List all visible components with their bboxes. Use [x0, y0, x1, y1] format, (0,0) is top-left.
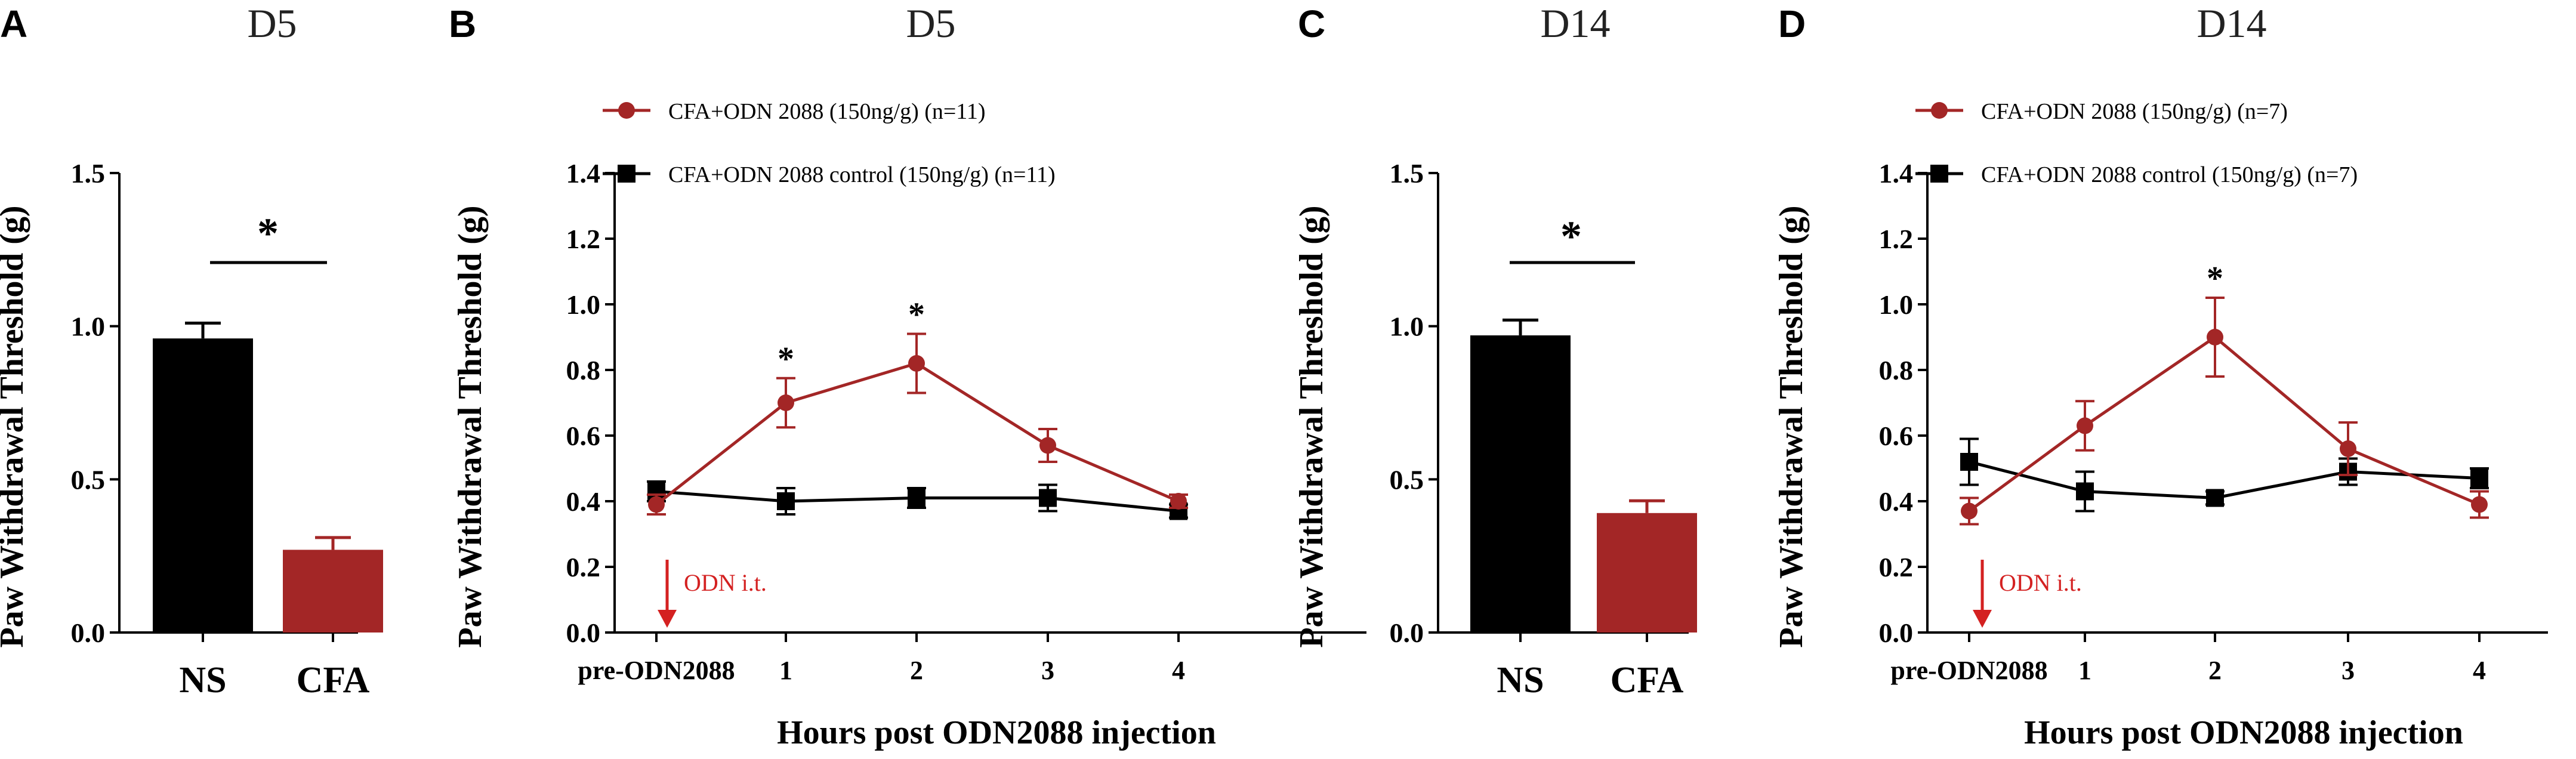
data-point-d-0-0	[1961, 502, 1977, 520]
panel-letter-d: D	[1778, 2, 1806, 45]
x-category-label-b-2: 2	[910, 656, 923, 685]
data-point-d-0-1	[2077, 417, 2093, 434]
x-axis-title-b: Hours post ODN2088 injection	[777, 714, 1216, 751]
data-point-b-0-3	[1039, 437, 1056, 454]
panel-letter-b: B	[449, 2, 476, 45]
data-point-d-0-3	[2340, 440, 2356, 457]
data-point-b-1-3	[1039, 489, 1057, 507]
y-tick-label-b-0: 0.0	[566, 618, 601, 648]
x-category-label-c-0: NS	[1497, 660, 1544, 701]
data-point-b-0-2	[908, 355, 925, 372]
data-point-d-0-4	[2471, 496, 2488, 513]
legend-marker-d-1	[1930, 165, 1948, 183]
y-tick-label-b-6: 1.2	[566, 224, 601, 254]
y-tick-label-d-1: 0.2	[1879, 552, 1914, 582]
y-tick-label-c-3: 1.5	[1390, 158, 1424, 189]
data-point-b-0-4	[1170, 493, 1187, 510]
significance-star-b-1: *	[908, 297, 925, 334]
x-category-label-a-0: NS	[179, 660, 226, 701]
series-line-d-0	[1968, 335, 2480, 513]
y-axis-title-a: Paw Withdrawal Threshold (g)	[0, 205, 30, 647]
panel-letter-c: C	[1298, 2, 1325, 45]
x-axis-title-d: Hours post ODN2088 injection	[2024, 714, 2463, 751]
y-tick-label-d-7: 1.4	[1879, 158, 1914, 189]
injection-annotation-d: ODN i.t.	[1999, 569, 2082, 596]
y-tick-label-d-4: 0.8	[1879, 355, 1914, 385]
injection-arrow-head-d	[1973, 610, 1992, 628]
x-category-label-b-1: 1	[779, 656, 792, 685]
y-axis-title-b: Paw Withdrawal Threshold (g)	[452, 205, 489, 647]
y-tick-label-b-7: 1.4	[566, 158, 601, 189]
y-tick-label-d-0: 0.0	[1879, 618, 1914, 648]
panel-title-d: D14	[2196, 1, 2266, 46]
data-point-b-0-1	[778, 394, 794, 411]
y-axis-title-c: Paw Withdrawal Threshold (g)	[1293, 205, 1330, 647]
y-tick-label-c-1: 0.5	[1390, 464, 1424, 495]
chart-panel-a: 0.0 0.5 1.0 1.5 Paw Withdrawal Threshold (g)…	[0, 158, 383, 701]
data-point-d-0-2	[2207, 329, 2223, 345]
bar-a-ns	[153, 338, 253, 632]
chart-panel-c: 0.0 0.5 1.0 1.5 Paw Withdrawal Threshold (g)…	[1293, 158, 1697, 701]
significance-star-a: *	[257, 209, 279, 257]
x-category-label-c-1: CFA	[1611, 660, 1684, 701]
y-tick-label-a-1: 0.5	[71, 464, 106, 495]
y-tick-label-a-3: 1.5	[71, 158, 106, 189]
bar-c-cfa	[1597, 513, 1697, 632]
legend-marker-d-0	[1931, 102, 1948, 119]
x-category-label-b-0: pre-ODN2088	[578, 656, 735, 685]
y-axis-title-d: Paw Withdrawal Threshold (g)	[1773, 205, 1810, 647]
y-tick-label-d-3: 0.6	[1879, 421, 1914, 451]
x-category-label-d-2: 2	[2208, 656, 2222, 685]
chart-panel-b: 0.0 0.2 0.4 0.6 0.8 1.0 1.2 1.4 Paw Withdrawal T…	[452, 99, 1366, 751]
data-point-d-1-0	[1960, 453, 1978, 471]
injection-arrow-head-b	[658, 610, 677, 628]
x-category-label-b-4: 4	[1172, 656, 1185, 685]
y-tick-label-b-2: 0.4	[566, 486, 601, 517]
bar-a-cfa	[283, 550, 383, 632]
data-point-b-0-0	[648, 496, 665, 513]
y-tick-label-d-5: 1.0	[1879, 289, 1914, 320]
y-tick-label-d-6: 1.2	[1879, 224, 1914, 254]
panel-title-b: D5	[906, 1, 955, 46]
significance-star-c: *	[1560, 212, 1582, 260]
significance-star-d-0: *	[2207, 260, 2223, 297]
x-category-label-a-1: CFA	[297, 660, 370, 701]
bar-c-ns	[1470, 335, 1571, 632]
legend-marker-b-0	[618, 102, 635, 119]
data-point-d-1-4	[2470, 469, 2488, 488]
chart-panel-d: 0.0 0.2 0.4 0.6 0.8 1.0 1.2 1.4 Paw Withdrawal T…	[1773, 99, 2548, 751]
y-tick-label-b-4: 0.8	[566, 355, 601, 385]
y-tick-label-c-2: 1.0	[1390, 311, 1424, 342]
legend-label-b-0: CFA+ODN 2088 (150ng/g) (n=11)	[668, 99, 986, 124]
x-category-label-d-3: 3	[2341, 656, 2355, 685]
y-tick-label-b-5: 1.0	[566, 289, 601, 320]
legend-marker-b-1	[618, 165, 635, 183]
y-tick-label-a-2: 1.0	[71, 311, 106, 342]
x-category-label-d-4: 4	[2473, 656, 2486, 685]
x-category-label-d-1: 1	[2078, 656, 2091, 685]
data-point-d-1-1	[2076, 482, 2094, 501]
legend-label-d-0: CFA+ODN 2088 (150ng/g) (n=7)	[1981, 99, 2288, 124]
data-point-b-1-1	[777, 492, 795, 510]
y-tick-label-b-1: 0.2	[566, 552, 601, 582]
legend-label-d-1: CFA+ODN 2088 control (150ng/g) (n=7)	[1981, 162, 2358, 187]
data-point-d-1-2	[2206, 489, 2224, 507]
y-tick-label-a-0: 0.0	[71, 618, 106, 648]
panel-title-a: D5	[247, 1, 297, 46]
panel-letter-a: A	[0, 2, 27, 45]
injection-annotation-b: ODN i.t.	[684, 569, 767, 596]
data-point-b-1-2	[908, 489, 925, 507]
x-category-label-d-0: pre-ODN2088	[1890, 656, 2047, 685]
y-tick-label-b-3: 0.6	[566, 421, 601, 451]
significance-star-b-0: *	[778, 341, 794, 378]
x-category-label-b-3: 3	[1041, 656, 1054, 685]
legend-label-b-1: CFA+ODN 2088 control (150ng/g) (n=11)	[668, 162, 1056, 187]
y-tick-label-d-2: 0.4	[1879, 486, 1914, 517]
y-tick-label-c-0: 0.0	[1390, 618, 1424, 648]
panel-title-c: D14	[1540, 1, 1610, 46]
